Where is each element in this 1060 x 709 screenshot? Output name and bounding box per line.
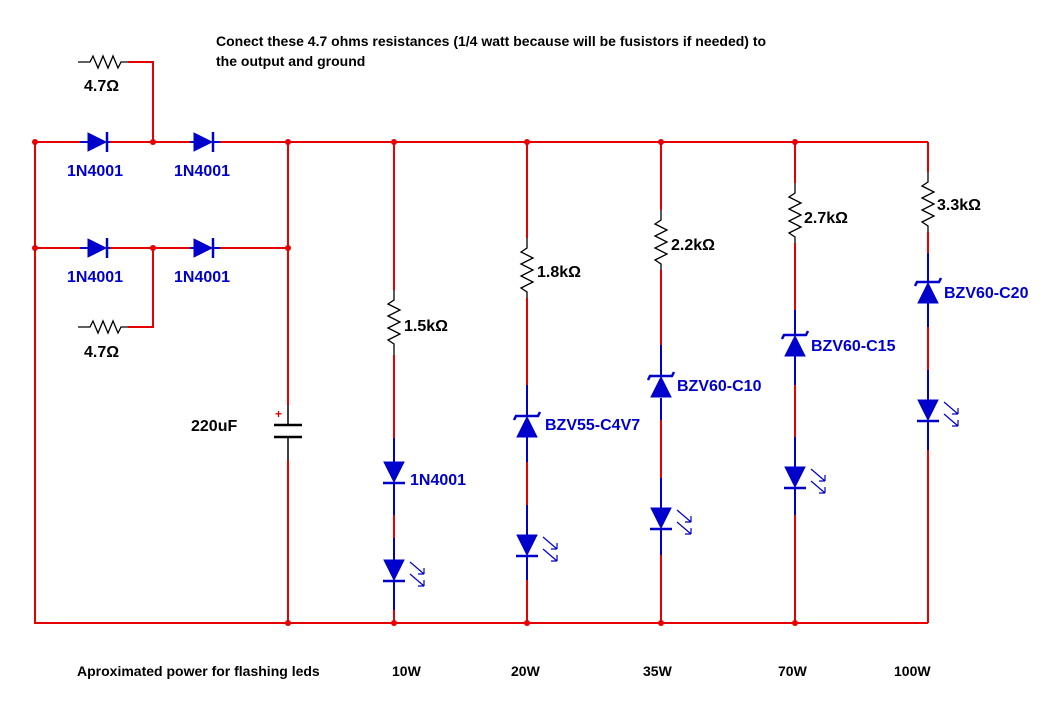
bridge-diode-top-left <box>80 132 110 152</box>
branch-3-led <box>650 478 692 555</box>
branch-4-zener-label: BZV60-C15 <box>811 338 896 355</box>
branch-5-resistor <box>920 172 936 232</box>
branch-2-zener-label: BZV55-C4V7 <box>545 417 640 434</box>
fuse-resistor-top <box>78 54 128 70</box>
branch-4-power: 70W <box>778 663 808 679</box>
branch-4-zener <box>780 310 810 385</box>
branch-4-led <box>784 437 826 515</box>
branch-3-power: 35W <box>643 663 673 679</box>
capacitor-label: 220uF <box>191 418 237 435</box>
branch-2-led <box>516 505 558 580</box>
bridge-diode-bottom-right <box>190 238 220 258</box>
capacitor-220uf: + <box>274 405 302 460</box>
branch-2-power: 20W <box>511 663 541 679</box>
note-line-2: the output and ground <box>216 53 365 69</box>
branch-2-resistor-label: 1.8kΩ <box>537 264 581 281</box>
bridge-diode-label-1: 1N4001 <box>67 163 123 180</box>
bridge-diode-label-2: 1N4001 <box>174 163 230 180</box>
fuse-resistor-bottom <box>78 319 128 335</box>
branch-2-zener <box>512 385 542 462</box>
branch-5-resistor-label: 3.3kΩ <box>937 197 981 214</box>
branch-5-power: 100W <box>894 663 931 679</box>
branch-3-zener-label: BZV60-C10 <box>677 378 762 395</box>
fuse-resistor-bottom-label: 4.7Ω <box>84 344 119 361</box>
branch-4-resistor-label: 2.7kΩ <box>804 210 848 227</box>
branch-5-led <box>917 370 959 450</box>
branch-3-zener <box>646 345 676 420</box>
branch-1-power: 10W <box>392 663 422 679</box>
branch-2-resistor <box>519 238 535 298</box>
bridge-diode-label-4: 1N4001 <box>174 269 230 286</box>
branch-3-resistor-label: 2.2kΩ <box>671 237 715 254</box>
note-line-1: Conect these 4.7 ohms resistances (1/4 w… <box>216 33 766 49</box>
bridge-diode-label-3: 1N4001 <box>67 269 123 286</box>
junction-dots <box>32 139 798 626</box>
branch-1-led <box>383 538 425 610</box>
bridge-diode-top-right <box>190 132 220 152</box>
wiring <box>34 61 929 624</box>
branch-5-zener <box>913 253 943 327</box>
capacitor-polarity: + <box>275 407 282 421</box>
branch-1-resistor <box>386 290 402 355</box>
bridge-diode-bottom-left <box>80 238 110 258</box>
fuse-resistor-top-label: 4.7Ω <box>84 78 119 95</box>
footer-label: Aproximated power for flashing leds <box>77 663 320 679</box>
branch-1-resistor-label: 1.5kΩ <box>404 318 448 335</box>
branch-3-resistor <box>653 210 669 270</box>
branch-5-zener-label: BZV60-C20 <box>944 285 1029 302</box>
branch-4-resistor <box>787 183 803 243</box>
branch-1-diode-label: 1N4001 <box>410 472 466 489</box>
branch-1-diode <box>383 438 405 515</box>
